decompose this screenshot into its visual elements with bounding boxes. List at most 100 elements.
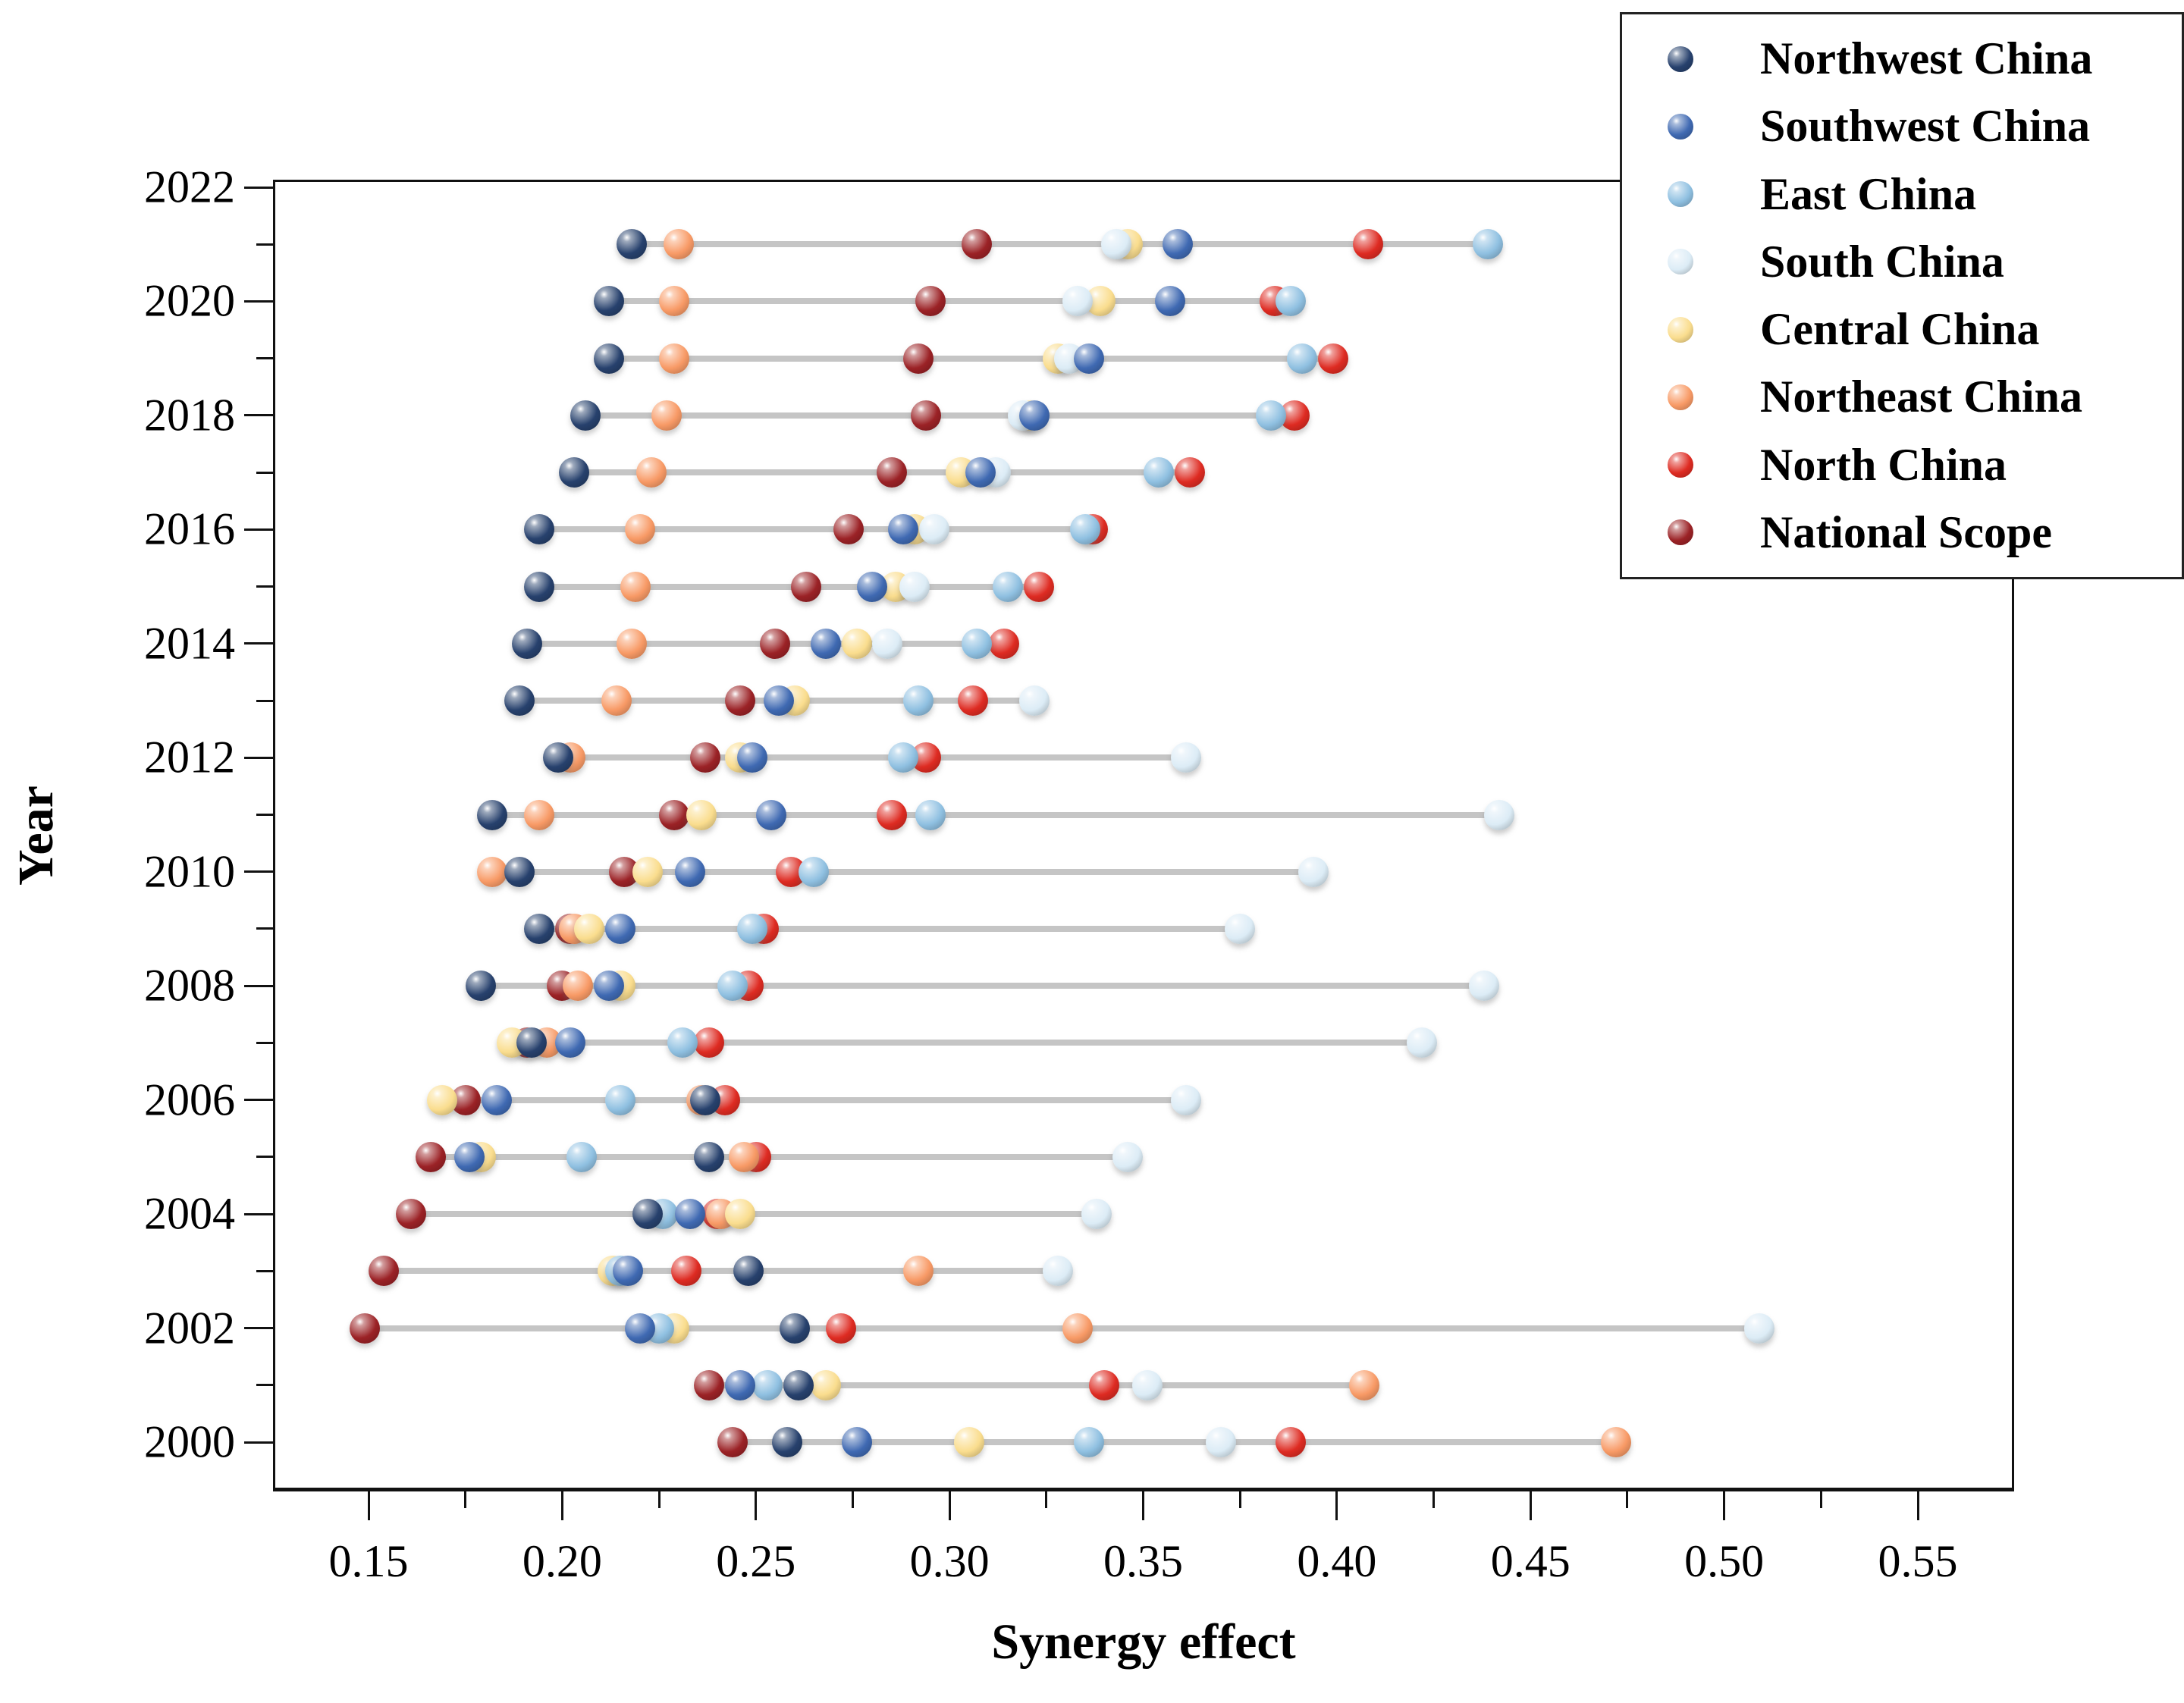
data-point-national-scope [717, 1427, 748, 1457]
row-connector [538, 526, 1094, 533]
data-point-east-china [1473, 229, 1504, 260]
data-point-southwest-china [624, 1313, 655, 1344]
legend-marker-icon [1668, 452, 1693, 478]
data-point-south-china [1407, 1027, 1438, 1058]
row-connector [364, 1325, 1759, 1331]
row-connector [492, 868, 1314, 875]
data-point-central-china [574, 913, 605, 944]
y-minor-tick [256, 1156, 273, 1159]
data-point-north-china [694, 1027, 725, 1058]
y-minor-tick [256, 814, 273, 816]
data-point-northwest-china [783, 1369, 814, 1400]
x-tick-label: 0.40 [1297, 1536, 1377, 1586]
legend-item: Northeast China [1622, 367, 2182, 428]
data-point-national-scope [833, 514, 864, 545]
y-minor-tick [256, 1384, 273, 1387]
data-point-northwest-china [504, 856, 535, 887]
data-point-east-china [752, 1369, 783, 1400]
data-point-southwest-china [856, 571, 887, 602]
data-point-central-china [686, 799, 717, 830]
data-point-east-china [1286, 343, 1317, 374]
data-point-east-china [1275, 286, 1306, 317]
legend-label: National Scope [1760, 507, 2053, 557]
row-connector [442, 1096, 1186, 1103]
y-minor-tick [256, 243, 273, 246]
legend-item: Central China [1622, 300, 2182, 360]
x-minor-tick [1432, 1491, 1436, 1508]
data-point-southwest-china [554, 1027, 585, 1058]
data-point-east-china [667, 1027, 698, 1058]
data-point-south-china [1484, 799, 1515, 830]
data-point-northwest-china [516, 1027, 547, 1058]
row-connector [384, 1268, 1059, 1275]
legend-item: East China [1622, 164, 2182, 224]
x-major-tick [1529, 1491, 1532, 1520]
legend-label: Northeast China [1760, 372, 2083, 422]
x-major-tick [1335, 1491, 1338, 1520]
data-point-south-china [1205, 1427, 1236, 1457]
data-point-south-china [1225, 913, 1256, 944]
data-point-east-china [1073, 1427, 1104, 1457]
data-point-central-china [953, 1427, 984, 1457]
y-major-tick [244, 870, 273, 873]
legend-label: South China [1760, 236, 2004, 287]
data-point-east-china [1069, 514, 1100, 545]
data-point-south-china [1043, 1256, 1074, 1287]
row-connector [538, 925, 1241, 932]
legend-label: Central China [1760, 304, 2040, 355]
data-point-northwest-china [466, 971, 497, 1002]
y-major-tick [244, 1441, 273, 1444]
data-point-south-china [899, 571, 930, 602]
y-major-tick [244, 1327, 273, 1330]
data-point-northeast-china [635, 457, 667, 488]
data-point-national-scope [725, 685, 756, 717]
data-point-northeast-china [1348, 1369, 1379, 1400]
x-minor-tick [657, 1491, 661, 1508]
data-point-southwest-china [965, 457, 996, 488]
data-point-northeast-china [477, 856, 508, 887]
legend-marker-icon [1668, 181, 1693, 208]
row-connector [709, 1382, 1364, 1388]
data-point-northwest-china [504, 685, 535, 717]
data-point-national-scope [396, 1199, 427, 1230]
data-point-southwest-china [841, 1427, 872, 1457]
x-minor-tick [851, 1491, 854, 1508]
x-major-tick [560, 1491, 563, 1520]
data-point-national-scope [415, 1141, 446, 1172]
data-point-southwest-china [887, 514, 918, 545]
row-connector [492, 811, 1500, 818]
legend-item: North China [1622, 434, 2182, 495]
data-point-national-scope [349, 1313, 380, 1344]
data-point-northwest-china [523, 514, 554, 545]
data-point-southwest-china [453, 1141, 485, 1172]
data-point-northwest-china [477, 799, 508, 830]
legend-marker-icon [1668, 45, 1693, 72]
legend-label: East China [1760, 168, 1977, 219]
y-minor-tick [256, 585, 273, 588]
data-point-north-china [670, 1256, 701, 1287]
data-point-national-scope [760, 628, 791, 659]
y-tick-label: 2018 [144, 390, 235, 441]
legend-marker-icon [1668, 249, 1693, 275]
y-tick-label: 2010 [144, 846, 235, 897]
data-point-southwest-china [736, 742, 767, 773]
row-connector [558, 754, 1186, 761]
row-connector [481, 983, 1484, 989]
row-connector [538, 583, 1039, 590]
data-point-south-china [872, 628, 903, 659]
row-connector [632, 241, 1489, 248]
data-point-northeast-china [624, 514, 655, 545]
data-point-south-china [1100, 229, 1131, 260]
data-point-south-china [1170, 1084, 1201, 1115]
data-point-northwest-china [733, 1256, 764, 1287]
data-point-southwest-china [674, 1199, 705, 1230]
data-point-north-china [1023, 571, 1054, 602]
data-point-northeast-china [903, 1256, 934, 1287]
data-point-east-china [903, 685, 934, 717]
x-major-tick [1142, 1491, 1144, 1520]
data-point-north-china [1275, 1427, 1306, 1457]
y-tick-label: 2012 [144, 732, 235, 783]
data-point-east-china [799, 856, 830, 887]
data-point-northwest-china [543, 742, 574, 773]
